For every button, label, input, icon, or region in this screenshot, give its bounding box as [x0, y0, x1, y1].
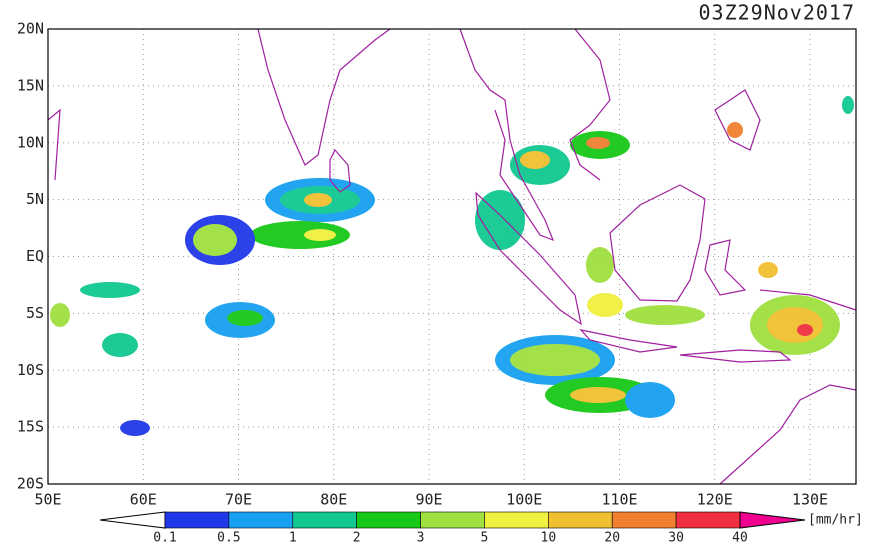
- colorbar-box: [228, 511, 294, 529]
- coastline: [714, 89, 761, 151]
- coastline: [609, 184, 706, 302]
- rain-area: [475, 190, 525, 250]
- colorbar-label: 1: [289, 531, 297, 544]
- colorbar-box: [420, 511, 485, 529]
- rain-area: [102, 333, 138, 357]
- colorbar-box: [164, 511, 230, 529]
- lon-label: 130E: [792, 491, 828, 509]
- rain-area: [80, 282, 140, 298]
- lon-label: 80E: [320, 491, 347, 509]
- rain-area: [50, 303, 70, 327]
- colorbar-label: 0.5: [217, 531, 240, 544]
- colorbar-label: 3: [417, 531, 425, 544]
- rain-area: [250, 221, 350, 249]
- coastline: [579, 329, 678, 353]
- lat-label: 10S: [17, 361, 44, 379]
- rain-area: [304, 193, 332, 207]
- lon-label: 120E: [697, 491, 733, 509]
- colorbar-unit: [mm/hr]: [808, 513, 863, 528]
- coastlines: [47, 28, 857, 485]
- lon-label: 70E: [225, 491, 252, 509]
- lon-label: 110E: [601, 491, 637, 509]
- lon-label: 90E: [415, 491, 442, 509]
- rain: [50, 96, 854, 436]
- rain-area: [520, 151, 550, 169]
- rain-area: [842, 96, 854, 114]
- lat-label: 15N: [17, 76, 44, 94]
- lat-label: 20N: [17, 20, 44, 38]
- rain-area: [797, 324, 813, 336]
- rain-area: [758, 262, 778, 278]
- rain-area: [570, 387, 626, 403]
- coastline: [47, 108, 61, 181]
- rain-area: [193, 224, 237, 256]
- colorbar-label: 30: [668, 531, 684, 544]
- colorbar-label: 2: [353, 531, 361, 544]
- lon-label: 50E: [34, 491, 61, 509]
- rain-area: [586, 137, 610, 149]
- rain-area: [586, 247, 614, 283]
- colorbar-box: [548, 511, 613, 529]
- grid: [48, 29, 856, 484]
- coastline: [719, 384, 857, 485]
- colorbar-label: 5: [481, 531, 489, 544]
- lat-label: 20S: [17, 475, 44, 493]
- coastline: [704, 239, 747, 296]
- coastline: [679, 349, 792, 363]
- rain-area: [625, 382, 675, 418]
- colorbar-box: [675, 511, 741, 529]
- colorbar: 0.1 0.5 1 2 3 5 10 20 30 40 [mm/hr]: [99, 511, 863, 544]
- lat-label: 10N: [17, 133, 44, 151]
- lat-label: 15S: [17, 418, 44, 436]
- rain-area: [304, 229, 336, 241]
- rain-area: [767, 307, 823, 343]
- rain-area: [227, 310, 263, 326]
- rain-area: [510, 344, 600, 376]
- coastline: [759, 289, 857, 311]
- colorbar-box: [484, 511, 549, 529]
- rain-area: [587, 293, 623, 317]
- map-frame: [47, 28, 857, 485]
- title: 03Z29Nov2017: [699, 1, 856, 25]
- lat-label: EQ: [26, 247, 44, 265]
- rain-area: [120, 420, 150, 436]
- colorbar-arrow: [739, 511, 806, 529]
- rain-area: [727, 122, 743, 138]
- coastline: [257, 28, 391, 166]
- colorbar-label: 0.1: [153, 531, 176, 544]
- lon-label: 100E: [506, 491, 542, 509]
- colorbar-box: [611, 511, 677, 529]
- colorbar-label: 40: [732, 531, 748, 544]
- lat-label: 5S: [26, 304, 44, 322]
- rain-area: [625, 305, 705, 325]
- colorbar-label: 10: [541, 531, 557, 544]
- coastline: [569, 28, 611, 181]
- coastline: [459, 28, 555, 242]
- colorbar-box: [292, 511, 357, 529]
- colorbar-label: 20: [604, 531, 620, 544]
- coastline: [475, 191, 582, 326]
- lon-label: 60E: [130, 491, 157, 509]
- coastline: [329, 148, 351, 193]
- colorbar-box: [356, 511, 421, 529]
- lat-label: 5N: [26, 190, 44, 208]
